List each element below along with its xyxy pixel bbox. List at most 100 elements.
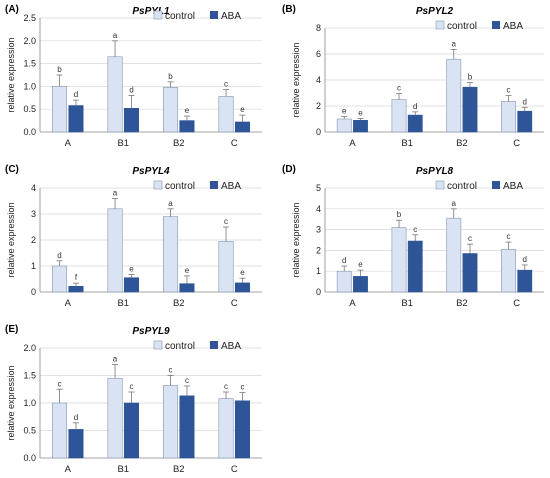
category-label: C [231, 464, 238, 475]
control-bar [52, 402, 68, 459]
legend-label-control: control [165, 11, 195, 22]
significance-letter: a [452, 39, 457, 48]
legend-swatch-control [435, 20, 445, 30]
legend-swatch-aba [210, 11, 218, 19]
significance-letter: e [240, 268, 245, 277]
category-label: A [65, 138, 72, 149]
legend-label-control: control [447, 21, 477, 32]
significance-letter: d [413, 102, 417, 111]
significance-letter: c [58, 379, 62, 388]
aba-bar [353, 120, 368, 133]
significance-letter: b [57, 65, 62, 74]
panel-label: (D) [282, 164, 296, 175]
y-axis-label: relative expression [6, 37, 16, 112]
category-label: B1 [117, 138, 129, 149]
legend-label-aba: ABA [221, 341, 241, 352]
legend-swatch-aba [210, 341, 218, 349]
aba-bar [462, 86, 478, 133]
significance-letter: c [224, 382, 228, 391]
legend-label-control: control [447, 181, 477, 192]
significance-letter: c [240, 383, 244, 392]
significance-letter: f [75, 273, 78, 282]
y-tick-label: 8 [316, 23, 321, 33]
control-bar [107, 208, 123, 293]
significance-letter: e [342, 106, 347, 115]
aba-bar [68, 105, 84, 133]
significance-letter: a [113, 31, 118, 40]
legend-label-control: control [165, 341, 195, 352]
y-tick-label: 6 [316, 49, 321, 59]
significance-letter: e [358, 260, 363, 269]
significance-letter: a [168, 199, 173, 208]
category-label: C [513, 138, 520, 149]
y-tick-label: 2.0 [23, 343, 36, 353]
control-bar [391, 99, 407, 133]
y-tick-label: 2 [31, 235, 36, 245]
aba-bar [179, 120, 195, 133]
y-axis-label: relative expression [6, 202, 16, 277]
y-tick-label: 0 [31, 287, 36, 297]
significance-letter: e [129, 265, 134, 274]
y-tick-label: 1.0 [23, 81, 36, 91]
chart-panel-4: (D) PsPYL8 0 1 2 3 4 5 relative expression d e Ab c B… [282, 164, 544, 309]
significance-letter: d [129, 86, 133, 95]
panel-label: (B) [282, 4, 296, 15]
significance-letter: e [240, 105, 245, 114]
aba-bar [123, 107, 139, 133]
y-tick-label: 0 [316, 127, 321, 137]
y-tick-label: 0.0 [23, 127, 36, 137]
category-label: B1 [117, 298, 129, 309]
y-tick-label: 5 [316, 183, 321, 193]
category-label: A [65, 298, 72, 309]
legend-label-aba: ABA [503, 21, 523, 32]
legend-label-control: control [165, 181, 195, 192]
control-bar [501, 101, 516, 133]
control-bar [446, 58, 462, 133]
category-label: B2 [456, 138, 468, 149]
control-bar [52, 265, 68, 293]
category-label: C [231, 298, 238, 309]
category-label: B1 [401, 138, 413, 149]
category-label: A [349, 298, 356, 309]
legend-swatch-aba [210, 181, 218, 189]
chart-panel-5: (E) PsPYL9 0.0 0.5 1.0 1.5 2.0 relative express… [5, 324, 262, 475]
y-tick-label: 2.0 [23, 36, 36, 46]
y-tick-label: 0.0 [23, 453, 36, 463]
y-tick-label: 4 [316, 204, 321, 214]
significance-letter: c [397, 84, 401, 93]
category-label: B2 [173, 298, 185, 309]
significance-letter: e [185, 106, 190, 115]
y-tick-label: 3 [316, 225, 321, 235]
y-tick-label: 3 [31, 209, 36, 219]
aba-bar [234, 121, 250, 133]
control-bar [107, 56, 123, 133]
y-axis-label: relative expression [291, 202, 301, 277]
significance-letter: d [57, 251, 61, 260]
aba-bar [234, 282, 250, 293]
y-axis-label: relative expression [6, 365, 16, 440]
category-label: C [513, 298, 520, 309]
category-label: B2 [173, 138, 185, 149]
control-bar [218, 241, 234, 293]
category-label: B2 [173, 464, 185, 475]
aba-bar [179, 283, 195, 293]
significance-letter: d [342, 256, 346, 265]
control-bar [391, 227, 407, 293]
legend-swatch-control [153, 340, 163, 350]
significance-letter: e [185, 266, 190, 275]
y-tick-label: 1 [31, 261, 36, 271]
aba-bar [123, 277, 139, 293]
aba-bar [234, 400, 250, 459]
chart-panel-1: (A) PsPYL1 0.0 0.5 1.0 1.5 2.0 2.5 relative expr… [5, 4, 262, 149]
significance-letter: a [113, 188, 118, 197]
legend-swatch-control [153, 180, 163, 190]
legend-swatch-aba [492, 181, 500, 189]
significance-letter: d [523, 97, 527, 106]
legend-swatch-control [153, 10, 163, 20]
y-tick-label: 0 [316, 287, 321, 297]
chart-panel-2: (B) PsPYL2 0 2 4 6 8 relative expression e e Ac d B1… [282, 4, 544, 149]
y-tick-label: 2 [316, 245, 321, 255]
significance-letter: c [468, 234, 472, 243]
control-bar [218, 96, 234, 133]
